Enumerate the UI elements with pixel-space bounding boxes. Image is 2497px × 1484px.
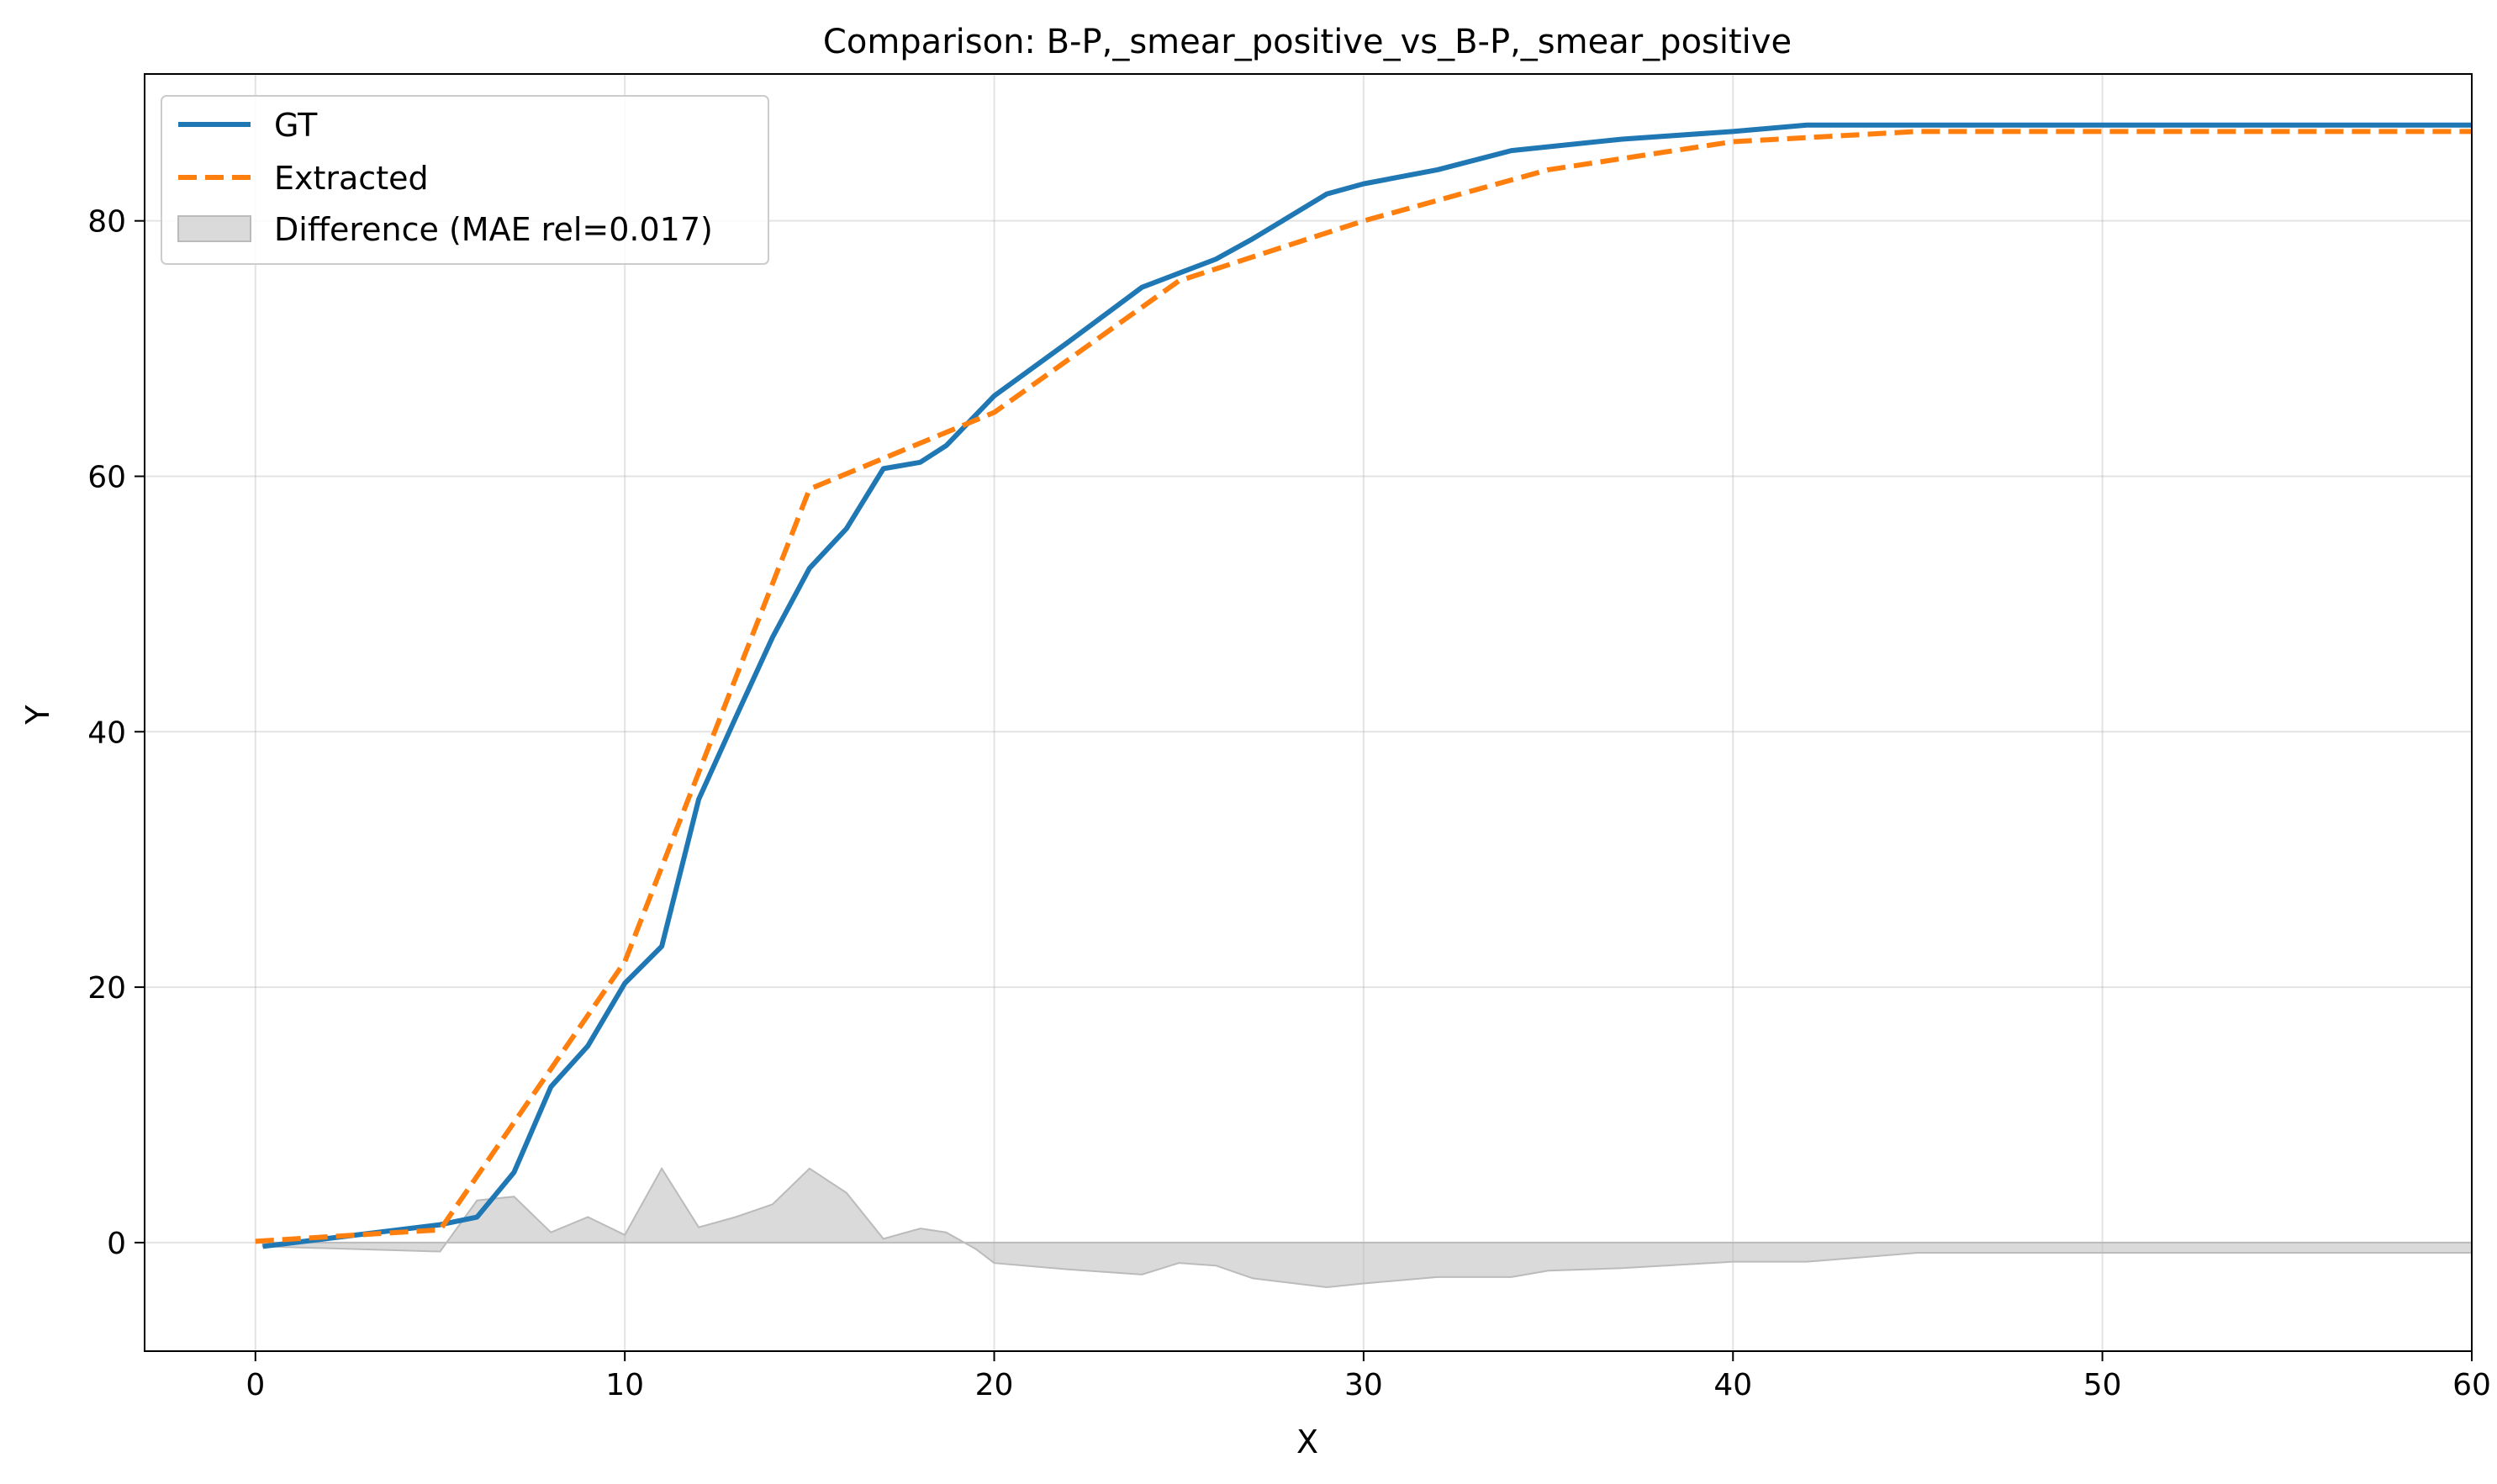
plot-frame [144,73,2473,1352]
difference-layer [261,1166,2473,1289]
legend-gt-label: GT [274,107,318,144]
x-tick-label: 30 [1344,1368,1383,1402]
y-axis-label: Y [19,705,56,726]
x-tick-label: 20 [975,1368,1014,1402]
legend-extracted-label: Extracted [274,160,429,197]
x-tick-label: 0 [245,1368,265,1402]
legend: GT Extracted Difference (MAE rel=0.017) [161,95,769,265]
y-tick-label: 60 [87,460,126,494]
y-tick-label: 0 [107,1227,126,1261]
x-tick-label: 60 [2452,1368,2491,1402]
ticks: 0 10 20 30 40 50 60 0 20 40 60 80 [87,205,2491,1402]
x-tick-label: 40 [1713,1368,1752,1402]
y-tick-label: 80 [87,205,126,240]
chart-title: Comparison: B-P,_smear_positive_vs_B-P,_… [823,23,1792,61]
legend-difference-swatch [177,215,251,242]
x-tick-label: 10 [605,1368,644,1402]
legend-box [161,95,769,265]
legend-difference-label: Difference (MAE rel=0.017) [274,211,713,248]
difference-area [261,1166,2473,1289]
x-axis-label: X [1296,1423,1318,1460]
y-tick-label: 40 [87,716,126,750]
series-line-extracted [255,129,2472,1244]
x-tick-label: 50 [2083,1368,2122,1402]
series-layer [255,122,2472,1249]
y-tick-label: 20 [87,971,126,1006]
